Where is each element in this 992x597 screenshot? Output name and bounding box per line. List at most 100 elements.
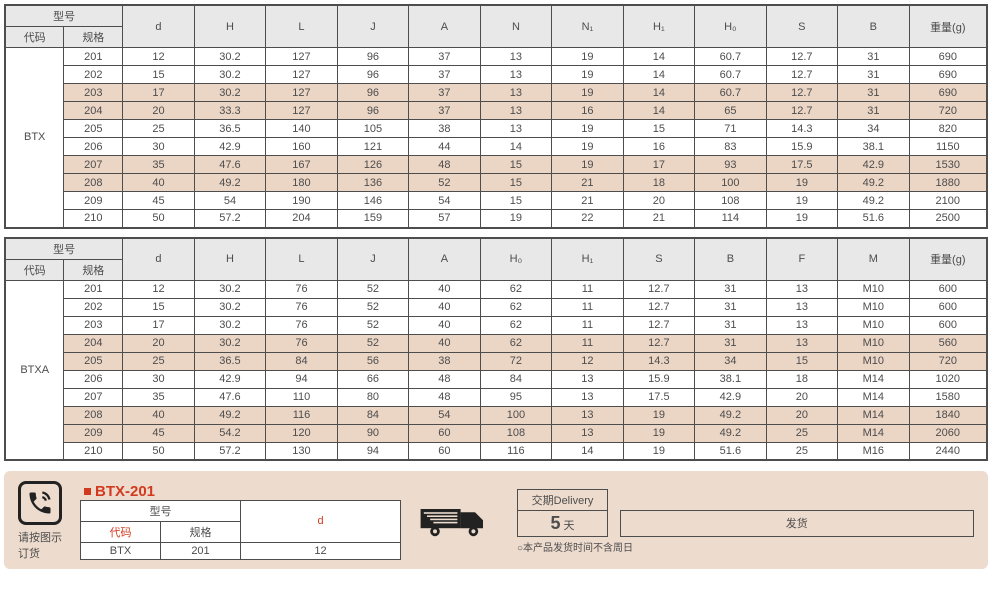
btxa-spec-5: 206 [64, 370, 123, 388]
btx-cell-4-9: 14.3 [766, 120, 837, 138]
btxa-cell-8-2: 120 [266, 424, 337, 442]
btx-th-4: A [409, 5, 480, 48]
btxa-cell-5-5: 84 [480, 370, 551, 388]
btxa-cell-6-10: M14 [838, 388, 909, 406]
btx-cell-9-6: 22 [552, 210, 623, 228]
btx-cell-0-5: 13 [480, 48, 551, 66]
btxa-cell-9-7: 19 [623, 442, 694, 460]
btxa-cell-4-1: 36.5 [194, 352, 265, 370]
btxa-cell-7-10: M14 [838, 406, 909, 424]
btx-cell-7-0: 40 [123, 174, 194, 192]
btxa-cell-3-7: 12.7 [623, 334, 694, 352]
btxa-cell-0-4: 40 [409, 280, 480, 298]
btxa-cell-1-6: 11 [552, 298, 623, 316]
btxa-cell-8-6: 13 [552, 424, 623, 442]
btx-cell-9-0: 50 [123, 210, 194, 228]
btx-cell-5-3: 121 [337, 138, 408, 156]
delivery-ship: 发货 [620, 510, 974, 536]
btx-th-9: S [766, 5, 837, 48]
btxa-cell-3-5: 62 [480, 334, 551, 352]
btxa-th-7: S [623, 238, 694, 281]
btxa-cell-9-5: 116 [480, 442, 551, 460]
btxa-cell-3-11: 560 [909, 334, 987, 352]
btx-cell-7-7: 18 [623, 174, 694, 192]
btxa-cell-0-0: 12 [123, 280, 194, 298]
btx-cell-8-11: 2100 [909, 192, 987, 210]
btxa-cell-1-2: 76 [266, 298, 337, 316]
btxa-cell-1-11: 600 [909, 298, 987, 316]
btx-cell-8-9: 19 [766, 192, 837, 210]
btxa-cell-2-11: 600 [909, 316, 987, 334]
btx-cell-8-7: 20 [623, 192, 694, 210]
btxa-th-model: 型号 [5, 238, 123, 260]
btxa-cell-8-7: 19 [623, 424, 694, 442]
btx-cell-7-1: 49.2 [194, 174, 265, 192]
btx-cell-8-6: 21 [552, 192, 623, 210]
btxa-spec-3: 204 [64, 334, 123, 352]
btx-cell-0-1: 30.2 [194, 48, 265, 66]
order-table: 型号 d 代码 规格 BTX 201 12 [80, 500, 401, 560]
btxa-cell-6-2: 110 [266, 388, 337, 406]
btx-cell-2-9: 12.7 [766, 84, 837, 102]
delivery-note: ○本产品发货时间不含周日 [517, 539, 974, 554]
btxa-th-0: d [123, 238, 194, 281]
btx-cell-6-4: 48 [409, 156, 480, 174]
btxa-cell-0-9: 13 [766, 280, 837, 298]
btxa-cell-4-9: 15 [766, 352, 837, 370]
delivery-label: 交期Delivery [518, 489, 608, 510]
btx-cell-9-3: 159 [337, 210, 408, 228]
btxa-cell-0-2: 76 [266, 280, 337, 298]
btxa-cell-7-8: 49.2 [695, 406, 766, 424]
btx-cell-2-1: 30.2 [194, 84, 265, 102]
btxa-cell-3-4: 40 [409, 334, 480, 352]
btxa-cell-0-1: 30.2 [194, 280, 265, 298]
delivery-block: 交期Delivery 5 天 发货 ○本产品发货时间不含周日 [517, 489, 974, 554]
btx-cell-4-7: 15 [623, 120, 694, 138]
btxa-cell-9-6: 14 [552, 442, 623, 460]
btx-cell-4-11: 820 [909, 120, 987, 138]
btxa-cell-2-4: 40 [409, 316, 480, 334]
btx-cell-6-8: 93 [695, 156, 766, 174]
btx-cell-4-3: 105 [337, 120, 408, 138]
btx-cell-3-10: 31 [838, 102, 909, 120]
btx-cell-5-1: 42.9 [194, 138, 265, 156]
btxa-cell-1-0: 15 [123, 298, 194, 316]
btx-cell-2-7: 14 [623, 84, 694, 102]
btx-cell-5-11: 1150 [909, 138, 987, 156]
btx-cell-0-6: 19 [552, 48, 623, 66]
btxa-spec-2: 203 [64, 316, 123, 334]
btxa-cell-2-1: 30.2 [194, 316, 265, 334]
btxa-th-code: 代码 [5, 259, 64, 280]
btxa-cell-4-0: 25 [123, 352, 194, 370]
btxa-th-6: H₁ [552, 238, 623, 281]
btx-th-7: H₁ [623, 5, 694, 48]
btxa-cell-9-4: 60 [409, 442, 480, 460]
btxa-cell-8-11: 2060 [909, 424, 987, 442]
btxa-cell-9-1: 57.2 [194, 442, 265, 460]
delivery-days: 5 天 [518, 510, 608, 536]
btx-cell-0-10: 31 [838, 48, 909, 66]
btxa-th-spec: 规格 [64, 259, 123, 280]
btx-th-model: 型号 [5, 5, 123, 27]
btxa-th-11: 重量(g) [909, 238, 987, 281]
btxa-cell-7-3: 84 [337, 406, 408, 424]
btx-cell-9-10: 51.6 [838, 210, 909, 228]
btx-cell-2-2: 127 [266, 84, 337, 102]
btxa-cell-0-6: 11 [552, 280, 623, 298]
btx-spec-7: 208 [64, 174, 123, 192]
btx-cell-5-4: 44 [409, 138, 480, 156]
btx-cell-0-2: 127 [266, 48, 337, 66]
btxa-th-4: A [409, 238, 480, 281]
btx-cell-7-11: 1880 [909, 174, 987, 192]
btx-cell-6-0: 35 [123, 156, 194, 174]
btx-spec-1: 202 [64, 66, 123, 84]
btxa-cell-8-1: 54.2 [194, 424, 265, 442]
btxa-cell-1-8: 31 [695, 298, 766, 316]
order-spec-block: BTX-201 型号 d 代码 规格 BTX 201 12 [80, 483, 401, 560]
btx-cell-7-6: 21 [552, 174, 623, 192]
btxa-th-1: H [194, 238, 265, 281]
btx-spec-3: 204 [64, 102, 123, 120]
btx-cell-8-3: 146 [337, 192, 408, 210]
btxa-cell-9-11: 2440 [909, 442, 987, 460]
btxa-cell-1-4: 40 [409, 298, 480, 316]
